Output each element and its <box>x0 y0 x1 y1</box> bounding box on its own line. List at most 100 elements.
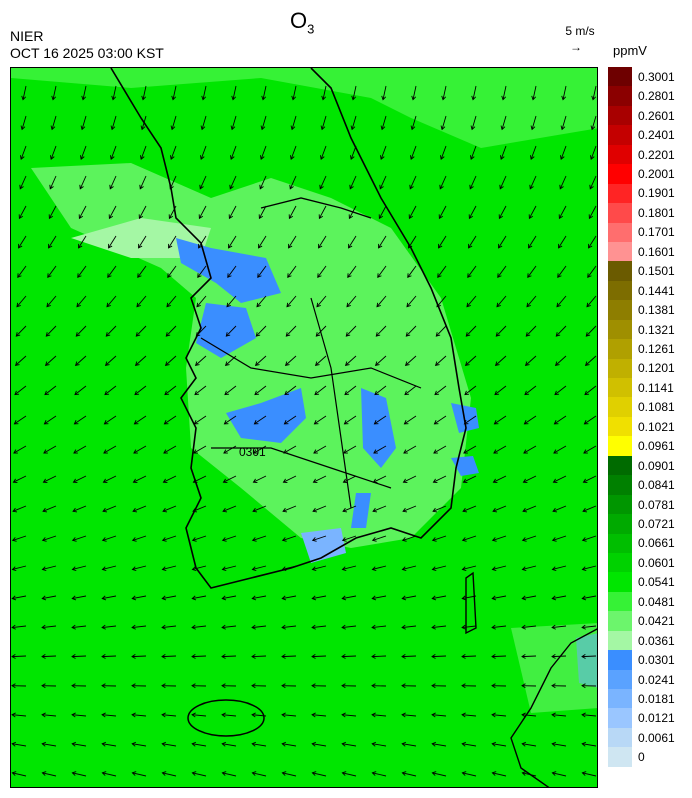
wind-arrowhead <box>289 155 295 160</box>
wind-arrowhead <box>196 302 201 308</box>
wind-arrow <box>102 505 117 512</box>
wind-arrowhead <box>11 566 17 572</box>
wind-arrow <box>343 475 357 483</box>
wind-arrowhead <box>341 712 346 718</box>
wind-arrow <box>522 535 537 541</box>
wind-arrow <box>12 743 27 747</box>
colorbar-swatch <box>608 339 632 359</box>
wind-arrow <box>132 595 147 599</box>
wind-arrowhead <box>401 683 406 689</box>
wind-arrowhead <box>521 624 526 630</box>
wind-arrow <box>42 714 57 717</box>
wind-arrow <box>318 205 327 219</box>
wind-arrowhead <box>461 683 466 689</box>
wind-arrow <box>463 445 477 454</box>
wind-arrow <box>376 295 387 308</box>
wind-arrowhead <box>226 302 231 308</box>
wind-arrow <box>402 625 417 629</box>
wind-arrowhead <box>138 214 144 220</box>
wind-arrowhead <box>108 214 114 220</box>
wind-arrow <box>197 265 207 278</box>
wind-arrow <box>342 743 357 747</box>
wind-arrow <box>50 145 57 160</box>
wind-arrow <box>18 235 27 249</box>
wind-arrow <box>494 385 507 395</box>
colorbar-label: 0.1701 <box>638 225 675 240</box>
wind-arrow <box>45 325 57 337</box>
low-ozone-patch <box>351 493 371 528</box>
wind-arrowhead <box>403 449 408 454</box>
wind-arrowhead <box>221 771 227 776</box>
wind-arrow <box>162 625 177 629</box>
wind-arrow <box>312 714 327 717</box>
wind-arrow <box>462 743 477 747</box>
wind-arrowhead <box>404 390 410 396</box>
wind-arrowhead <box>461 712 466 718</box>
wind-arrowhead <box>528 243 533 249</box>
wind-arrowhead <box>341 624 346 630</box>
wind-arrow <box>584 415 597 425</box>
wind-arrowhead <box>463 449 468 454</box>
wind-arrowhead <box>431 683 436 689</box>
wind-arrowhead <box>436 302 441 308</box>
wind-arrowhead <box>107 273 112 279</box>
wind-arrowhead <box>81 95 87 101</box>
colorbar-unit: ppmV <box>613 43 647 58</box>
wind-arrowhead <box>191 654 196 659</box>
wind-arrow <box>255 325 267 337</box>
wind-arrow <box>409 175 417 189</box>
wind-arrowhead <box>45 332 51 337</box>
wind-arrow <box>462 595 477 599</box>
wind-arrow <box>586 295 597 308</box>
wind-arrow <box>372 595 387 599</box>
wind-arrowhead <box>469 155 475 160</box>
wind-arrowhead <box>584 390 590 396</box>
wind-arrow <box>588 235 597 249</box>
wind-arrow <box>258 235 267 249</box>
wind-arrowhead <box>289 184 294 190</box>
wind-arrow <box>432 625 447 629</box>
wind-arrowhead <box>493 449 498 454</box>
wind-arrow <box>432 535 447 541</box>
colorbar-label: 0.0361 <box>638 633 675 648</box>
wind-arrowhead <box>552 507 558 513</box>
wind-arrowhead <box>161 624 166 630</box>
wind-arrowhead <box>468 214 474 220</box>
wind-arrowhead <box>551 683 556 689</box>
wind-arrow <box>252 565 267 570</box>
wind-arrowhead <box>521 654 526 659</box>
wind-arrowhead <box>581 537 587 542</box>
wind-arrow <box>531 115 537 130</box>
wind-arrow <box>320 145 327 160</box>
wind-arrow <box>522 595 537 599</box>
wind-arrow <box>21 115 27 130</box>
wind-arrow <box>462 714 477 717</box>
wind-arrow <box>493 475 507 483</box>
wind-arrow <box>316 295 327 308</box>
wind-arrowhead <box>230 125 236 131</box>
wind-arrowhead <box>346 302 351 308</box>
wind-arrowhead <box>374 361 380 366</box>
wind-arrow <box>226 295 237 308</box>
wind-arrowhead <box>281 654 286 659</box>
wind-arrow <box>229 175 237 189</box>
wind-arrow <box>522 772 537 777</box>
wind-arrow <box>222 505 237 512</box>
wind-arrowhead <box>290 125 296 131</box>
wind-arrowhead <box>223 449 228 454</box>
wind-arrow <box>74 385 87 395</box>
wind-arrow <box>48 235 57 249</box>
wind-arrow <box>322 85 327 100</box>
wind-arrowhead <box>522 507 528 513</box>
wind-arrowhead <box>79 155 85 160</box>
organization-label: NIER <box>10 28 44 44</box>
wind-arrow <box>556 295 567 308</box>
colorbar-label: 0.0601 <box>638 555 675 570</box>
wind-arrowhead <box>11 595 17 601</box>
wind-arrowhead <box>312 507 318 513</box>
wind-arrowhead <box>491 595 497 601</box>
wind-arrowhead <box>284 390 290 396</box>
wind-arrow <box>315 325 327 337</box>
colorbar-swatch <box>608 144 632 165</box>
wind-arrowhead <box>71 741 77 747</box>
